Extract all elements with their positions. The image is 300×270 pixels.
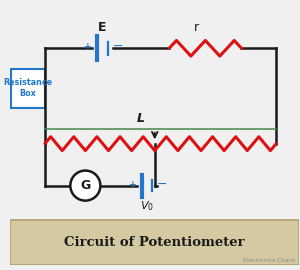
Text: E: E xyxy=(98,21,106,34)
Text: +: + xyxy=(129,180,137,189)
Text: r: r xyxy=(194,21,199,34)
Bar xyxy=(10,220,299,265)
Text: $V_0$: $V_0$ xyxy=(140,200,154,213)
Text: G: G xyxy=(80,179,91,192)
Text: −: − xyxy=(157,178,167,191)
Text: L: L xyxy=(136,112,144,125)
Text: Resistance
Box: Resistance Box xyxy=(4,78,53,98)
Text: +: + xyxy=(84,42,92,51)
Circle shape xyxy=(70,171,100,201)
Text: Circuit of Potentiometer: Circuit of Potentiometer xyxy=(64,236,245,249)
Bar xyxy=(11,69,45,107)
Text: Electronics Coach: Electronics Coach xyxy=(243,258,295,263)
Text: −: − xyxy=(112,40,123,53)
